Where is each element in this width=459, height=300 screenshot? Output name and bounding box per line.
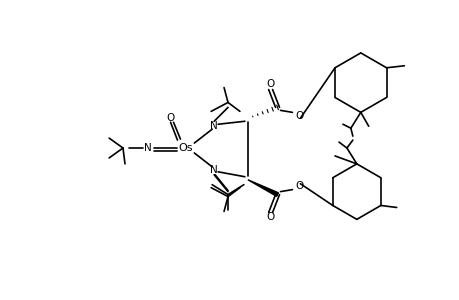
Text: O: O (166, 113, 174, 123)
Polygon shape (247, 180, 278, 196)
Text: N: N (210, 121, 218, 131)
Text: N: N (144, 143, 151, 153)
Text: N: N (210, 165, 218, 175)
Text: O: O (266, 212, 274, 222)
Text: Os: Os (178, 143, 192, 153)
Text: O: O (295, 181, 303, 191)
Text: O: O (266, 79, 274, 88)
Text: O: O (295, 111, 303, 121)
